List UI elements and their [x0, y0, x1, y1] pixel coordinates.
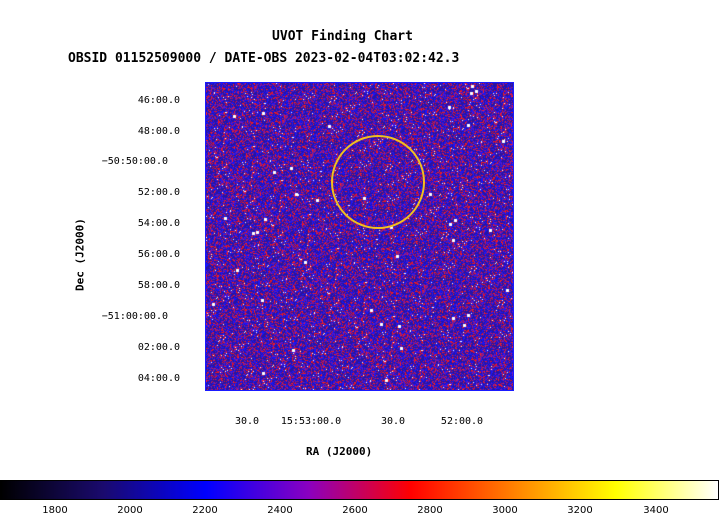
y-tick-label: 54:00.0	[137, 218, 180, 229]
colorbar	[0, 480, 719, 500]
chart-title: UVOT Finding Chart	[272, 29, 413, 44]
colorbar-tick-label: 2200	[192, 505, 218, 516]
sky-image	[205, 82, 514, 391]
x-tick-label: 52:00.0	[440, 416, 484, 427]
y-tick-label: 56:00.0	[137, 249, 180, 260]
y-tick-label: 02:00.0	[137, 342, 180, 353]
colorbar-tick-label: 2400	[267, 505, 293, 516]
y-tick-label: 46:00.0	[137, 95, 180, 106]
x-tick-label: 30.0	[380, 416, 406, 427]
colorbar-tick-label: 2600	[342, 505, 368, 516]
source-error-circle	[331, 135, 425, 229]
y-tick-label: −51:00:00.0	[101, 311, 168, 322]
y-tick-label: 58:00.0	[137, 280, 180, 291]
chart-subtitle: OBSID 01152509000 / DATE-OBS 2023-02-04T…	[68, 51, 460, 66]
x-tick-label: 30.0	[234, 416, 260, 427]
colorbar-tick-label: 2800	[417, 505, 443, 516]
y-tick-label: 04:00.0	[137, 373, 180, 384]
colorbar-tick-label: 2000	[117, 505, 143, 516]
y-tick-label: −50:50:00.0	[101, 156, 168, 167]
colorbar-tick-label: 3200	[567, 505, 593, 516]
y-tick-label: 48:00.0	[137, 126, 180, 137]
y-axis-title: Dec (J2000)	[73, 218, 87, 291]
y-tick-label: 52:00.0	[137, 187, 180, 198]
x-tick-label: 15:53:00.0	[280, 416, 342, 427]
colorbar-tick-label: 1800	[42, 505, 68, 516]
x-axis-title: RA (J2000)	[306, 445, 373, 458]
colorbar-tick-label: 3400	[643, 505, 669, 516]
source-region-overlay	[331, 135, 425, 229]
colorbar-tick-label: 3000	[492, 505, 518, 516]
uvot-image-canvas	[206, 83, 513, 390]
